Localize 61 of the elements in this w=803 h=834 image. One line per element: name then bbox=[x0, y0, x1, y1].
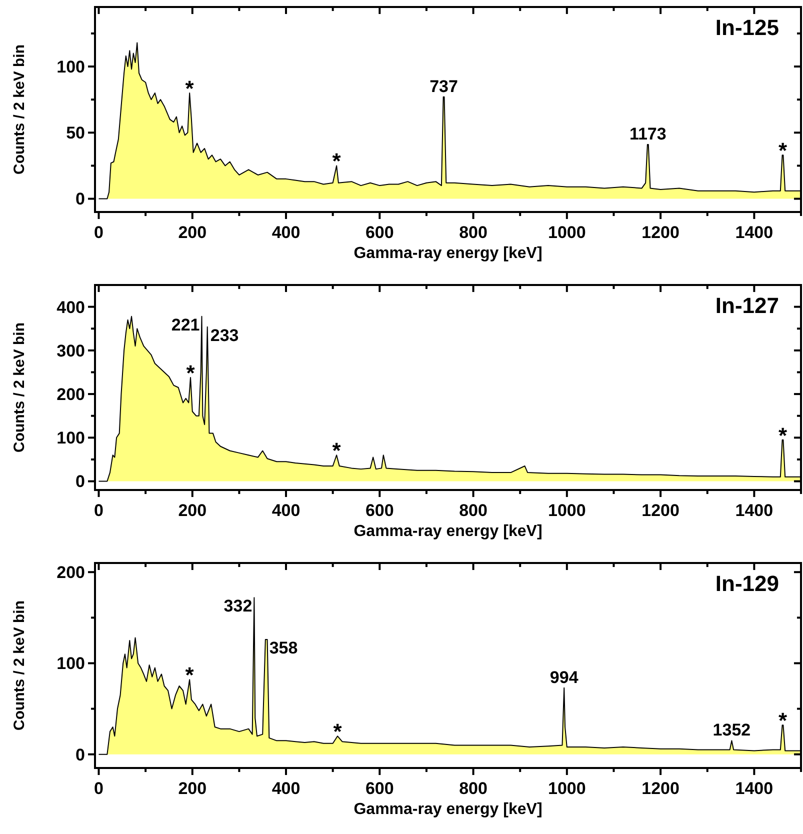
y-tick-label: 300 bbox=[56, 341, 85, 360]
x-tick-label: 200 bbox=[178, 501, 207, 520]
annotation: * bbox=[185, 76, 194, 101]
annotation: * bbox=[332, 438, 342, 464]
annotation: * bbox=[778, 422, 788, 448]
x-tick-label: 800 bbox=[459, 223, 488, 242]
x-tick-label: 400 bbox=[272, 223, 300, 242]
x-tick-label: 1400 bbox=[735, 223, 774, 242]
annotation: * bbox=[185, 662, 194, 688]
chart-title: In-125 bbox=[715, 15, 779, 40]
y-tick-label: 100 bbox=[56, 57, 85, 76]
y-tick-label: 0 bbox=[76, 472, 85, 492]
annotation: 737 bbox=[430, 76, 458, 96]
y-tick-label: 100 bbox=[56, 654, 85, 674]
chart-title: In-127 bbox=[715, 293, 779, 318]
x-tick-label: 600 bbox=[365, 223, 394, 242]
x-tick-label: 400 bbox=[272, 501, 300, 520]
y-axis-title: Counts / 2 keV bin bbox=[11, 322, 28, 453]
y-tick-label: 400 bbox=[56, 298, 85, 317]
y-tick-label: 100 bbox=[56, 428, 85, 448]
x-tick-label: 800 bbox=[459, 501, 488, 520]
x-tick-label: 800 bbox=[459, 779, 488, 798]
x-axis-title: Gamma-ray energy [keV] bbox=[354, 801, 542, 818]
y-tick-label: 200 bbox=[56, 384, 85, 404]
x-tick-label: 1200 bbox=[642, 223, 680, 242]
y-tick-label: 50 bbox=[66, 124, 85, 143]
annotation: * bbox=[778, 138, 788, 164]
x-tick-label: 1000 bbox=[548, 501, 586, 520]
y-tick-label: 0 bbox=[76, 745, 85, 764]
x-tick-label: 1200 bbox=[642, 501, 680, 520]
annotation: 358 bbox=[269, 638, 298, 658]
annotation: * bbox=[332, 148, 342, 174]
x-axis-title: Gamma-ray energy [keV] bbox=[354, 245, 542, 262]
x-tick-label: 1400 bbox=[735, 779, 774, 798]
annotation: * bbox=[778, 708, 788, 734]
x-tick-label: 0 bbox=[94, 779, 104, 798]
x-tick-label: 1200 bbox=[642, 779, 680, 798]
chart-title: In-129 bbox=[715, 571, 779, 596]
y-tick-label: 200 bbox=[56, 563, 85, 582]
x-tick-label: 600 bbox=[365, 779, 394, 798]
x-tick-label: 400 bbox=[272, 779, 300, 798]
annotation: 1173 bbox=[629, 124, 666, 144]
x-tick-label: 1000 bbox=[548, 779, 586, 798]
x-tick-label: 0 bbox=[94, 501, 104, 520]
x-tick-label: 0 bbox=[94, 223, 104, 242]
annotation: 332 bbox=[224, 596, 252, 616]
y-axis-title: Counts / 2 keV bin bbox=[11, 44, 28, 175]
annotation: 994 bbox=[550, 668, 579, 687]
x-tick-label: 200 bbox=[178, 223, 207, 242]
y-axis-title: Counts / 2 keV bin bbox=[11, 600, 28, 731]
annotation: 221 bbox=[171, 315, 200, 334]
annotation: * bbox=[333, 719, 342, 744]
x-axis-title: Gamma-ray energy [keV] bbox=[354, 523, 542, 540]
x-tick-label: 200 bbox=[178, 779, 207, 798]
annotation: 233 bbox=[210, 326, 239, 345]
x-tick-label: 600 bbox=[365, 501, 394, 520]
annotation: 1352 bbox=[712, 720, 751, 740]
x-tick-label: 1000 bbox=[548, 223, 586, 242]
x-tick-label: 1400 bbox=[735, 501, 774, 520]
annotation: * bbox=[186, 360, 196, 386]
y-tick-label: 0 bbox=[76, 190, 85, 209]
